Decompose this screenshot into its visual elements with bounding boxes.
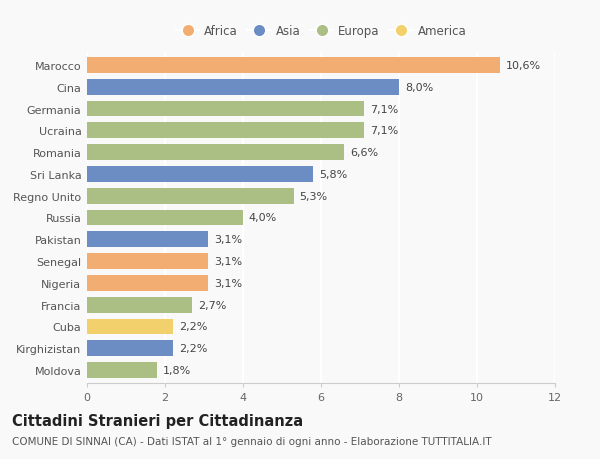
- Text: 7,1%: 7,1%: [370, 126, 398, 136]
- Text: 5,8%: 5,8%: [319, 169, 347, 179]
- Text: 6,6%: 6,6%: [350, 148, 379, 158]
- Text: 1,8%: 1,8%: [163, 365, 191, 375]
- Bar: [87, 123, 364, 139]
- Text: 7,1%: 7,1%: [370, 104, 398, 114]
- Text: 3,1%: 3,1%: [214, 235, 242, 245]
- Bar: [87, 297, 193, 313]
- Text: 2,2%: 2,2%: [179, 343, 207, 353]
- Bar: [87, 145, 344, 161]
- Text: 8,0%: 8,0%: [405, 83, 433, 93]
- Text: 2,2%: 2,2%: [179, 322, 207, 332]
- Bar: [87, 232, 208, 247]
- Bar: [87, 101, 364, 117]
- Text: 3,1%: 3,1%: [214, 257, 242, 267]
- Bar: [87, 341, 173, 356]
- Bar: [87, 275, 208, 291]
- Legend: Africa, Asia, Europa, America: Africa, Asia, Europa, America: [173, 22, 469, 40]
- Bar: [87, 363, 157, 378]
- Text: Cittadini Stranieri per Cittadinanza: Cittadini Stranieri per Cittadinanza: [12, 413, 303, 428]
- Text: COMUNE DI SINNAI (CA) - Dati ISTAT al 1° gennaio di ogni anno - Elaborazione TUT: COMUNE DI SINNAI (CA) - Dati ISTAT al 1°…: [12, 436, 491, 446]
- Text: 2,7%: 2,7%: [198, 300, 227, 310]
- Text: 10,6%: 10,6%: [506, 61, 541, 71]
- Bar: [87, 167, 313, 182]
- Bar: [87, 210, 243, 226]
- Bar: [87, 80, 399, 95]
- Text: 5,3%: 5,3%: [299, 191, 328, 202]
- Bar: [87, 189, 294, 204]
- Text: 4,0%: 4,0%: [249, 213, 277, 223]
- Bar: [87, 254, 208, 269]
- Bar: [87, 319, 173, 335]
- Text: 3,1%: 3,1%: [214, 278, 242, 288]
- Bar: [87, 58, 500, 73]
